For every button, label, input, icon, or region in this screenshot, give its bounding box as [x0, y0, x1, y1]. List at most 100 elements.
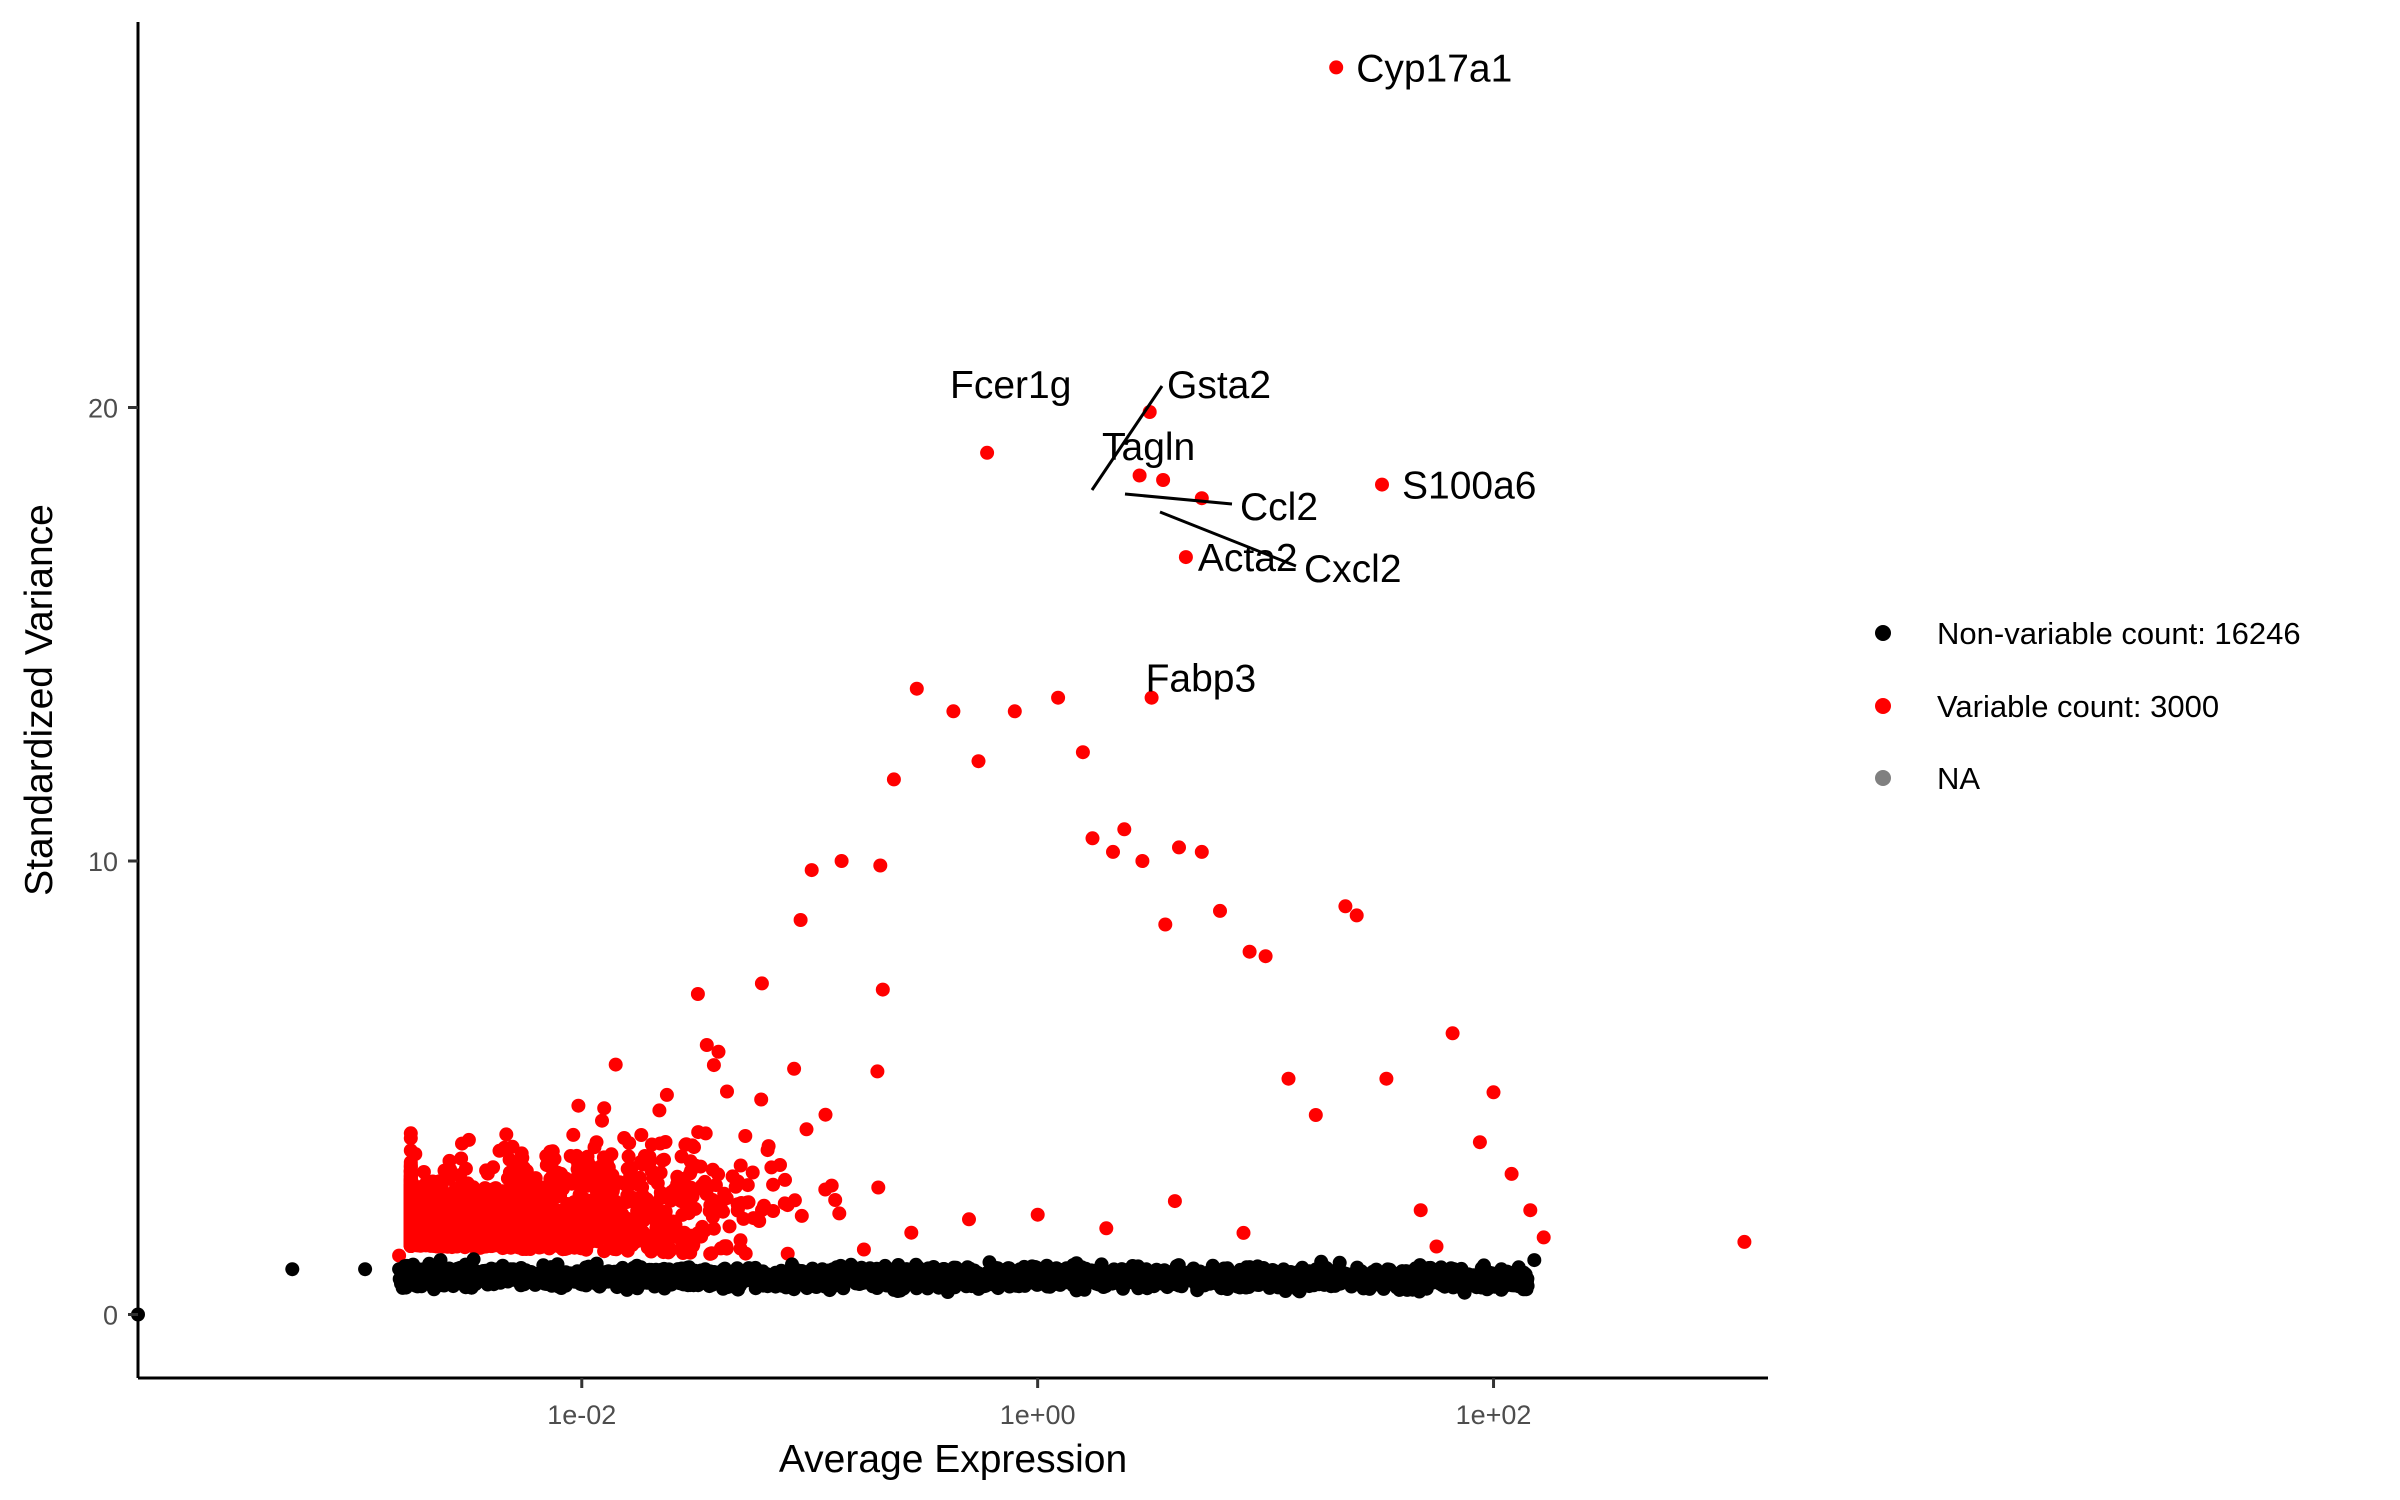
variable-gene-point — [720, 1084, 734, 1099]
variable-gene-point — [824, 1178, 839, 1193]
variable-gene-point — [1308, 1108, 1323, 1122]
variable-gene-point — [471, 1219, 486, 1234]
variable-gene-point — [708, 1178, 723, 1193]
variable-gene-point — [525, 1207, 540, 1222]
variable-gene-point — [644, 1137, 659, 1152]
variable-gene-point — [640, 1240, 655, 1255]
variable-gene-point — [787, 1061, 802, 1076]
variable-gene-point — [611, 1223, 626, 1238]
variable-gene-point — [722, 1219, 737, 1234]
variable-gene-point — [1194, 844, 1209, 859]
variable-gene-point — [793, 913, 808, 927]
variable-gene-point — [757, 1198, 771, 1213]
variable-gene-point — [657, 1152, 671, 1167]
variable-gene-point — [794, 1208, 809, 1223]
variable-gene-point — [871, 1180, 886, 1195]
variable-gene-point — [527, 1235, 541, 1250]
variable-gene-point — [442, 1171, 456, 1186]
variable-gene-point — [1379, 1071, 1394, 1086]
variable-gene-point — [544, 1239, 559, 1254]
variable-gene-point — [607, 1242, 622, 1256]
variable-gene-point — [713, 1241, 728, 1256]
variable-gene-point — [685, 1138, 700, 1153]
variable-gene-point — [745, 1165, 760, 1180]
variable-gene-point — [421, 1226, 436, 1241]
variable-gene-point — [971, 754, 986, 769]
variable-gene-point — [699, 1038, 714, 1052]
variable-gene-point — [435, 1214, 450, 1229]
variable-gene-point — [574, 1241, 589, 1256]
variable-gene-point — [780, 1246, 795, 1261]
variable-gene-point — [695, 1219, 710, 1234]
variable-gene-point — [667, 1182, 682, 1197]
variable-gene-point — [706, 1221, 721, 1236]
variable-gene-point — [631, 1203, 646, 1218]
variable-gene-point — [662, 1225, 677, 1240]
variable-gene-point — [438, 1187, 453, 1202]
variable-gene-point — [628, 1221, 642, 1236]
variable-gene-point — [518, 1178, 533, 1193]
variable-gene-point — [909, 681, 924, 696]
variable-gene-point — [580, 1195, 595, 1210]
variable-gene-point — [725, 1169, 740, 1184]
variable-gene-point — [1158, 917, 1173, 932]
variable-gene-point — [734, 1196, 749, 1210]
variable-gene-point — [568, 1150, 583, 1165]
variable-gene-point — [453, 1204, 468, 1219]
variable-gene-point — [818, 1107, 833, 1122]
variable-gene-point — [466, 1180, 481, 1195]
variable-gene-point — [1030, 1207, 1045, 1222]
variable-gene-point — [828, 1193, 843, 1207]
variable-gene-point — [1486, 1085, 1501, 1100]
variable-gene-point — [738, 1129, 753, 1143]
variable-gene-point — [454, 1151, 469, 1166]
variable-gene-point — [467, 1232, 482, 1247]
variable-gene-point — [619, 1211, 634, 1226]
variable-gene-point — [623, 1169, 638, 1184]
variable-gene-point — [617, 1131, 632, 1145]
variable-gene-point — [482, 1224, 497, 1239]
points-layer — [131, 60, 1752, 1322]
variable-gene-point — [408, 1147, 423, 1161]
variable-gene-point — [1523, 1203, 1538, 1218]
variable-gene-point — [539, 1149, 554, 1163]
variable-gene-point — [556, 1213, 571, 1228]
variable-gene-point — [403, 1210, 418, 1225]
variable-gene-point — [716, 1204, 730, 1219]
variable-gene-point — [1167, 1194, 1182, 1209]
variable-gene-point — [421, 1236, 436, 1251]
variable-gene-point — [1258, 949, 1273, 964]
variable-gene-point — [403, 1126, 418, 1141]
variable-gene-point — [1213, 903, 1227, 918]
variable-gene-point — [543, 1200, 558, 1215]
variable-gene-point — [1135, 854, 1150, 868]
variable-gene-point — [450, 1228, 465, 1243]
variable-gene-point — [962, 1212, 976, 1227]
variable-gene-point — [658, 1204, 673, 1219]
variable-gene-point — [886, 772, 901, 787]
variable-gene-point — [566, 1127, 581, 1142]
variable-gene-point — [711, 1044, 726, 1059]
variable-gene-point — [425, 1201, 440, 1216]
variable-gene-point — [621, 1189, 636, 1204]
variable-gene-point — [1236, 1225, 1251, 1240]
variable-gene-point — [509, 1196, 524, 1211]
variable-gene-point — [1007, 704, 1022, 719]
variable-gene-point — [698, 1126, 713, 1141]
variable-gene-point — [666, 1214, 680, 1229]
variable-gene-point — [778, 1172, 792, 1187]
variable-gene-point — [596, 1223, 611, 1237]
variable-gene-point — [766, 1177, 781, 1192]
variable-gene-point — [1075, 745, 1090, 760]
variable-gene-point — [1085, 831, 1100, 846]
variable-gene-point — [433, 1225, 448, 1240]
variable-gene-point — [683, 1154, 698, 1169]
variable-gene-point — [653, 1185, 668, 1200]
variable-gene-point — [1472, 1135, 1487, 1150]
variable-gene-point — [597, 1162, 612, 1177]
variable-gene-point — [646, 1171, 661, 1186]
variable-gene-point — [740, 1178, 755, 1193]
variable-gene-point — [585, 1208, 600, 1223]
variable-gene-point — [597, 1101, 612, 1116]
variable-gene-point — [773, 1158, 787, 1172]
